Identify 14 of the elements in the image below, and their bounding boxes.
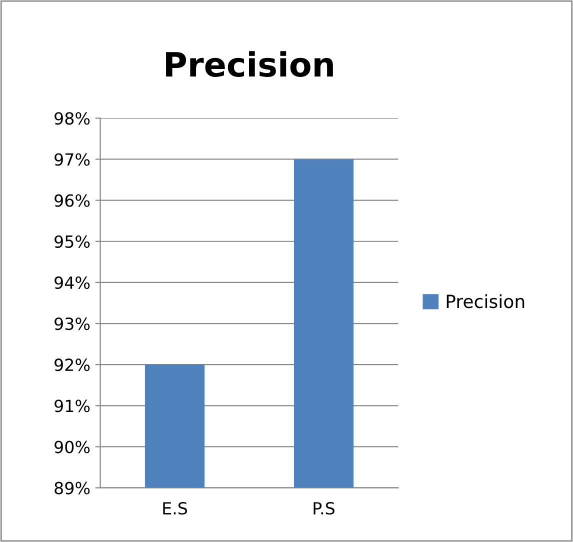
legend-label: Precision — [446, 294, 524, 308]
y-tick-label: 97% — [54, 153, 90, 166]
x-tick-label: E.S — [163, 502, 188, 515]
y-tick-label: 94% — [54, 276, 90, 290]
y-tick-label: 93% — [54, 317, 90, 330]
y-tick-label: 89% — [54, 482, 90, 494]
y-tick-label: 98% — [54, 112, 90, 125]
y-tick-label: 92% — [54, 358, 90, 372]
y-tick-label: 95% — [54, 235, 90, 248]
chart-title: Precision — [166, 51, 333, 77]
y-tick-label: 90% — [54, 440, 90, 454]
y-tick-label: 96% — [54, 194, 90, 207]
y-tick-label: 91% — [54, 400, 90, 412]
x-tick-label: P.S — [314, 502, 334, 515]
